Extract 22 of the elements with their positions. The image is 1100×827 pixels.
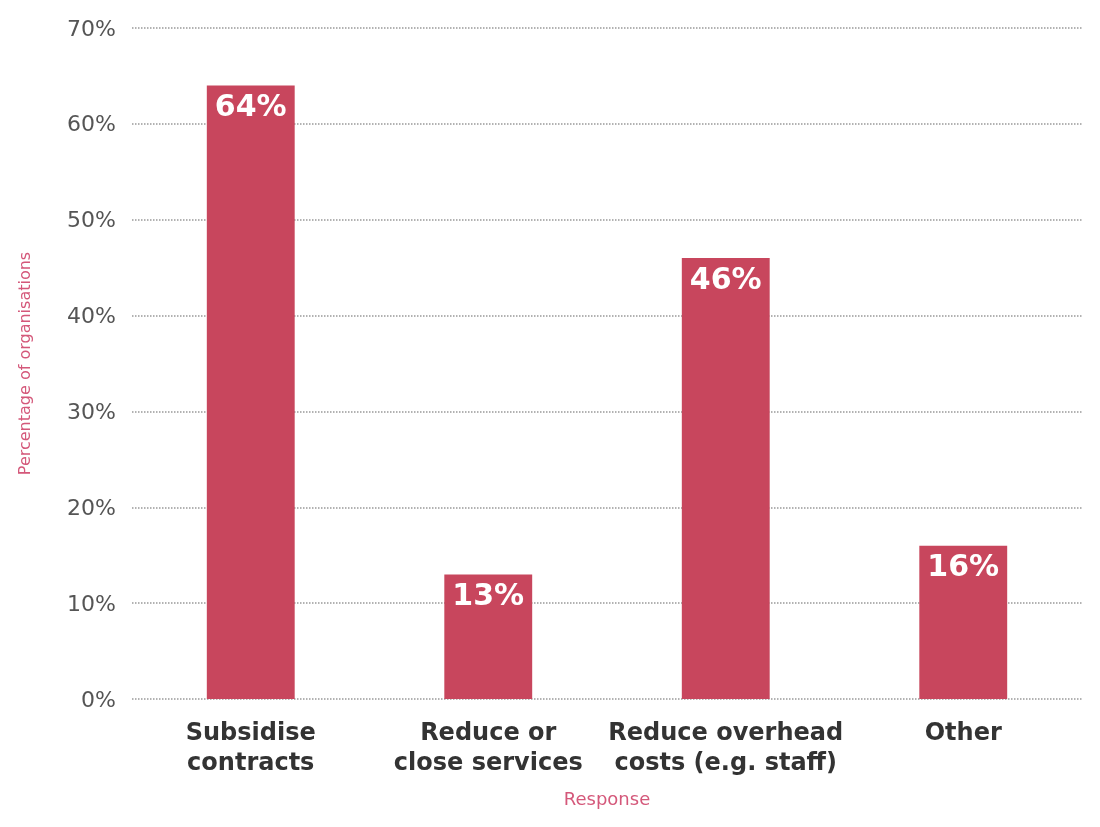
y-tick-label: 30% <box>67 398 116 424</box>
x-axis-title: Response <box>563 787 651 809</box>
x-tick-label: Reduce or close services <box>393 718 583 776</box>
x-tick-label: Reduce overhead costs (e.g. staff) <box>608 718 844 776</box>
x-tick-label: Subsidise contracts <box>185 718 316 776</box>
bar <box>206 85 295 699</box>
data-label: 64% <box>214 88 287 124</box>
bar <box>919 545 1008 699</box>
y-tick-label: 70% <box>67 15 116 41</box>
y-tick-label: 0% <box>81 686 116 712</box>
bar <box>444 574 533 699</box>
data-label: 46% <box>689 260 762 296</box>
y-tick-label: 20% <box>67 494 116 520</box>
y-tick-label: 50% <box>67 207 116 233</box>
x-tick-label: Other <box>924 718 1002 746</box>
y-tick-label: 60% <box>67 111 116 137</box>
bar <box>681 258 770 699</box>
y-tick-label: 10% <box>67 590 116 616</box>
y-axis-title: Percentage of organisations <box>14 251 34 476</box>
data-label: 16% <box>927 548 1000 584</box>
data-label: 13% <box>452 576 525 612</box>
y-tick-label: 40% <box>67 303 116 329</box>
